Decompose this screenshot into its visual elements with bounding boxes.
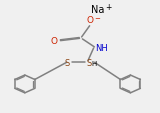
Text: H: H [92, 61, 97, 67]
Text: O: O [87, 16, 94, 25]
Text: Na: Na [91, 5, 104, 15]
Text: S: S [64, 58, 69, 67]
Text: O: O [50, 37, 57, 46]
Text: NH: NH [95, 44, 108, 52]
Text: +: + [106, 3, 112, 12]
Text: S: S [86, 58, 91, 67]
Text: −: − [95, 16, 101, 22]
